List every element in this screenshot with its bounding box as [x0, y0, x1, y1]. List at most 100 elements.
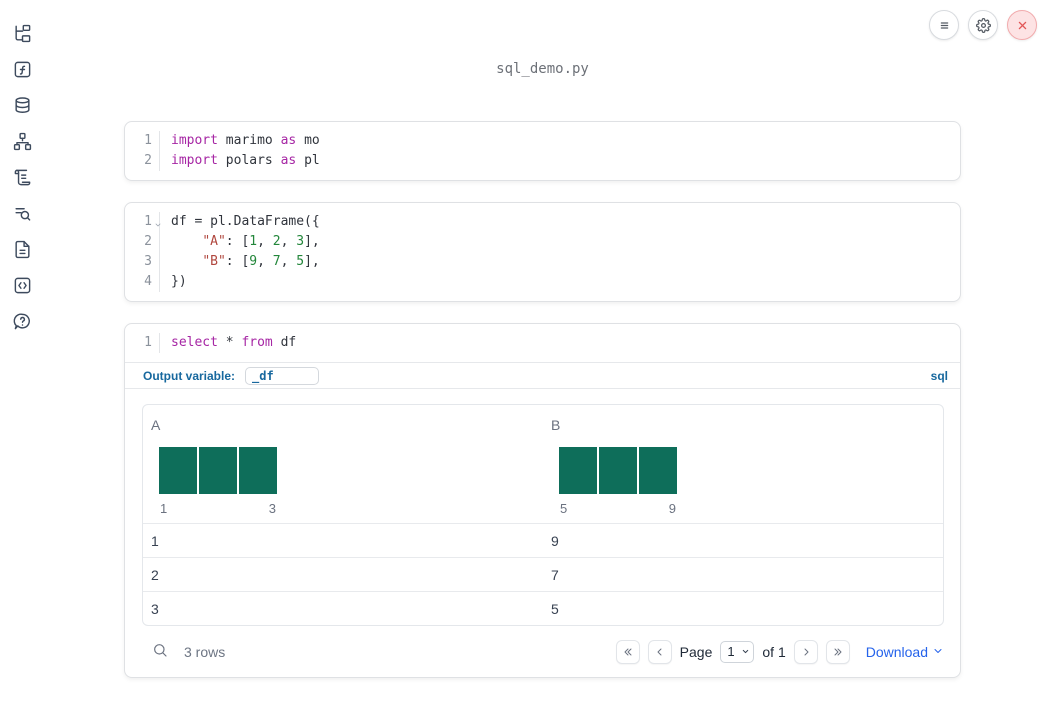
notebook-actions	[929, 10, 1037, 40]
settings-icon	[975, 17, 991, 33]
fold-chevron-icon[interactable]	[154, 216, 162, 236]
histogram-max-label: 9	[668, 501, 676, 516]
menu-icon	[937, 18, 952, 33]
code-line[interactable]: 1 df = pl.DataFrame({	[125, 212, 960, 232]
sql-editor[interactable]: 1 select * from df	[125, 324, 960, 363]
function-square-icon	[13, 60, 32, 79]
search-button[interactable]	[152, 642, 168, 661]
table-cell: 2	[151, 566, 159, 583]
first-page-button[interactable]	[615, 639, 640, 664]
notebook-cell-sql: 1 select * from df Output variable: sql A…	[124, 323, 961, 678]
table-cell: 9	[551, 532, 559, 549]
column-name: B	[551, 417, 561, 433]
pagination: Page 1 of 1	[615, 639, 850, 664]
output-variable-label: Output variable:	[143, 368, 236, 383]
histogram-bar	[239, 447, 277, 494]
histogram-max-label: 3	[268, 501, 276, 516]
table-footer: 3 rows Page 1 of 1 Download	[142, 626, 944, 677]
code-line[interactable]: 1 import marimo as mo	[125, 131, 960, 151]
code-line[interactable]: 4})	[125, 272, 960, 292]
column-histogram	[559, 447, 677, 494]
row-count: 3 rows	[184, 643, 226, 660]
download-button[interactable]: Download	[866, 643, 944, 660]
code-line[interactable]: 2 import polars as pl	[125, 151, 960, 171]
sidebar-panel-icons	[0, 15, 44, 339]
notebook-cell-imports: 1 import marimo as mo 2 import polars as pl	[124, 121, 961, 181]
line-number: 1	[144, 335, 152, 350]
table-cell: 3	[151, 600, 159, 617]
output-variable-input[interactable]	[245, 366, 320, 385]
chevrons-left-icon	[622, 646, 634, 658]
help-chat-icon	[13, 312, 32, 331]
close-icon	[1015, 18, 1030, 33]
download-label: Download	[865, 643, 928, 660]
scroll-panel-button[interactable]	[4, 159, 40, 195]
dependency-graph-icon	[13, 132, 32, 151]
histogram-bar	[159, 447, 197, 494]
document-icon	[13, 240, 32, 259]
next-page-button[interactable]	[793, 639, 818, 664]
notebook-cell-dataframe: 1 df = pl.DataFrame({2 "A": [1, 2, 3], 3 "…	[124, 202, 961, 302]
histogram-min-label: 5	[560, 501, 568, 516]
chevron-down-icon	[932, 643, 944, 660]
histogram-min-label: 1	[160, 501, 168, 516]
notebook-main: sql_demo.py 1 import marimo as mo 2 import …	[124, 0, 961, 678]
dependency-graph-panel-button[interactable]	[4, 123, 40, 159]
code-editor[interactable]: 1 df = pl.DataFrame({2 "A": [1, 2, 3], 3 "…	[125, 203, 960, 301]
histogram-bar	[599, 447, 637, 494]
file-tree-icon	[13, 24, 32, 43]
code-text: select * from df	[159, 333, 296, 353]
page-select[interactable]: 1	[720, 640, 755, 663]
code-line[interactable]: 2 "A": [1, 2, 3],	[125, 232, 960, 252]
histogram-bar	[199, 447, 237, 494]
code-snippet-panel-button[interactable]	[4, 267, 40, 303]
settings-button[interactable]	[968, 10, 998, 40]
chevron-right-icon	[800, 646, 812, 658]
column-name: A	[151, 417, 161, 433]
function-square-panel-button[interactable]	[4, 51, 40, 87]
code-text: "B": [9, 7, 5],	[159, 252, 320, 272]
output-variable-row: Output variable: sql	[125, 363, 960, 389]
close-button[interactable]	[1007, 10, 1037, 40]
code-text: df = pl.DataFrame({	[159, 212, 320, 232]
table-cell: 1	[151, 532, 159, 549]
page-of-label: of 1	[762, 643, 786, 660]
code-text: })	[159, 272, 187, 292]
line-number: 3	[144, 254, 152, 269]
help-chat-panel-button[interactable]	[4, 303, 40, 339]
code-text: "A": [1, 2, 3],	[159, 232, 320, 252]
file-tree-panel-button[interactable]	[4, 15, 40, 51]
code-editor[interactable]: 1 import marimo as mo 2 import polars as pl	[125, 122, 960, 180]
line-number: 1	[144, 133, 152, 148]
list-search-panel-button[interactable]	[4, 195, 40, 231]
database-panel-button[interactable]	[4, 87, 40, 123]
language-badge: sql	[930, 368, 948, 383]
line-number: 4	[144, 274, 152, 289]
database-icon	[13, 96, 32, 115]
code-text: import marimo as mo	[159, 131, 320, 151]
code-line[interactable]: 1 select * from df	[125, 333, 960, 353]
menu-button[interactable]	[929, 10, 959, 40]
search-icon	[152, 642, 168, 661]
last-page-button[interactable]	[825, 639, 850, 664]
line-number: 2	[144, 153, 152, 168]
document-panel-button[interactable]	[4, 231, 40, 267]
chevron-left-icon	[654, 646, 666, 658]
list-search-icon	[13, 204, 32, 223]
code-line[interactable]: 3 "B": [9, 7, 5],	[125, 252, 960, 272]
table-cell: 7	[551, 566, 559, 583]
line-number: 2	[144, 234, 152, 249]
previous-page-button[interactable]	[647, 639, 672, 664]
notebook-filename: sql_demo.py	[496, 61, 589, 77]
